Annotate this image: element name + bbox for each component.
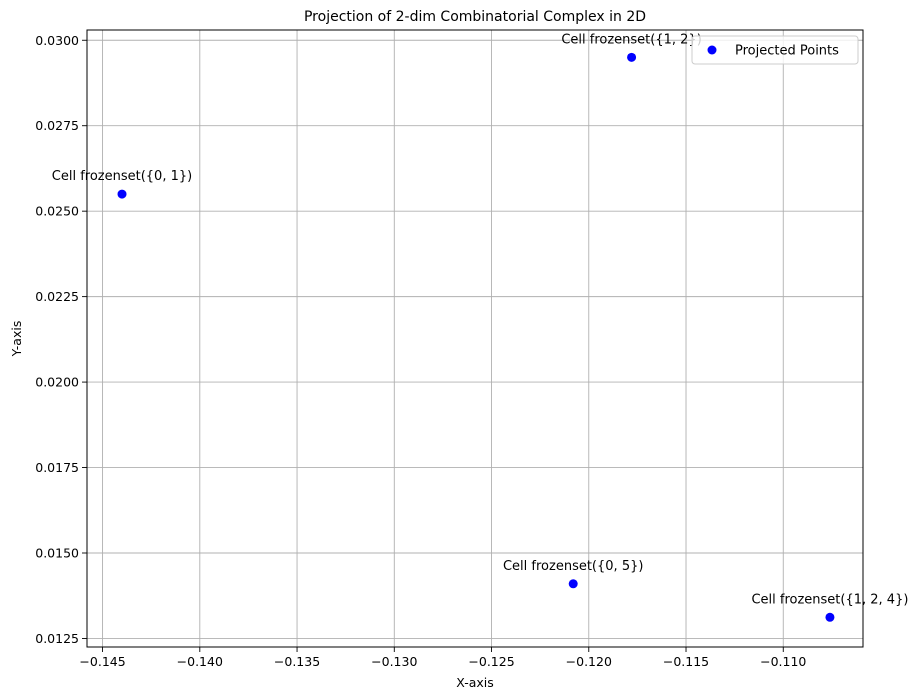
data-points — [117, 52, 835, 622]
plot-frame — [86, 29, 864, 648]
x-tick-label: −0.135 — [274, 654, 320, 669]
x-axis-label: X-axis — [456, 675, 494, 690]
y-tick-label: 0.0225 — [35, 289, 79, 304]
legend-marker — [707, 45, 717, 55]
y-tick-label: 0.0250 — [35, 204, 79, 219]
y-tick-label: 0.0275 — [35, 118, 79, 133]
y-axis-label: Y-axis — [9, 321, 24, 358]
legend-box — [691, 35, 859, 65]
data-point — [627, 52, 637, 62]
legend: Projected Points — [691, 35, 859, 65]
y-tick-label: 0.0125 — [35, 631, 79, 646]
x-tick-label: −0.110 — [760, 654, 806, 669]
legend-label: Projected Points — [735, 44, 839, 59]
data-point — [568, 579, 578, 589]
point-label: Cell frozenset({1, 2}) — [561, 32, 701, 47]
x-tick-label: −0.145 — [79, 654, 125, 669]
point-label: Cell frozenset({0, 5}) — [503, 559, 643, 574]
x-tick-label: −0.130 — [371, 654, 417, 669]
chart-title: Projection of 2-dim Combinatorial Comple… — [304, 9, 646, 25]
point-annotations: Cell frozenset({0, 1}) Cell frozenset({1,… — [52, 32, 909, 607]
x-tick-label: −0.125 — [468, 654, 514, 669]
data-point — [117, 189, 127, 199]
y-tick-label: 0.0175 — [35, 460, 79, 475]
y-tick-label: 0.0150 — [35, 545, 79, 560]
data-point — [825, 612, 835, 622]
point-label: Cell frozenset({1, 2, 4}) — [751, 592, 908, 607]
grid — [87, 30, 863, 647]
y-tick-label: 0.0300 — [35, 33, 79, 48]
point-label: Cell frozenset({0, 1}) — [52, 169, 192, 184]
x-tick-label: −0.140 — [177, 654, 223, 669]
axis-ticks: −0.145 −0.140 −0.135 −0.130 −0.125 −0.120 −0.1… — [35, 33, 806, 669]
y-tick-label: 0.0200 — [35, 375, 79, 390]
x-tick-label: −0.120 — [566, 654, 612, 669]
x-tick-label: −0.115 — [663, 654, 709, 669]
